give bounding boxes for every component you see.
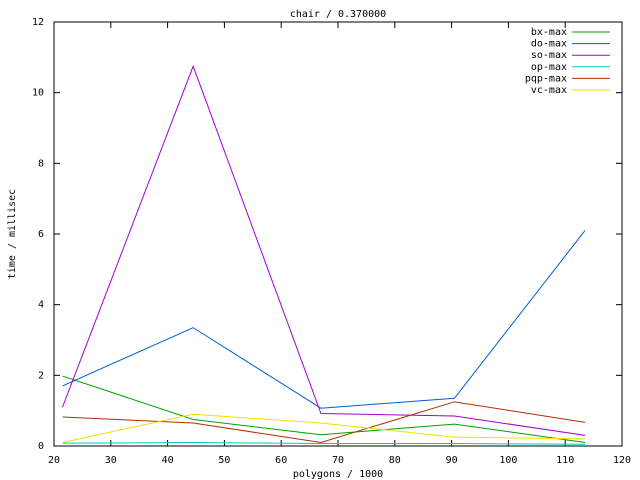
series-line [62,413,586,443]
y-tick-label: 4 [38,300,44,311]
series-line [62,375,586,443]
x-tick-label: 70 [332,455,344,466]
x-tick-label: 30 [105,455,117,466]
x-tick-label: 60 [275,455,287,466]
y-axis-label: time / millisec [7,189,18,279]
y-tick-label: 6 [38,229,44,240]
legend-label: do-max [531,39,567,50]
x-tick-label: 40 [162,455,174,466]
x-tick-label: 80 [389,455,401,466]
series-line [62,230,586,409]
y-tick-label: 0 [38,441,44,452]
y-tick-label: 8 [38,158,44,169]
legend-label: so-max [531,50,567,61]
legend-label: pqp-max [525,73,567,84]
y-tick-label: 10 [32,88,44,99]
x-axis-label: polygons / 1000 [293,469,383,480]
x-tick-label: 100 [499,455,517,466]
series-line [62,401,586,443]
legend-label: vc-max [531,85,567,96]
legend-label: bx-max [531,27,567,38]
x-tick-label: 90 [446,455,458,466]
x-tick-label: 110 [556,455,574,466]
y-tick-label: 12 [32,17,44,28]
chart-title: chair / 0.370000 [290,9,386,20]
x-tick-label: 120 [613,455,631,466]
x-tick-label: 50 [218,455,230,466]
series-line [62,441,586,445]
x-tick-label: 20 [48,455,60,466]
series-line [62,64,586,436]
y-tick-label: 2 [38,370,44,381]
legend-label: op-max [531,62,567,73]
